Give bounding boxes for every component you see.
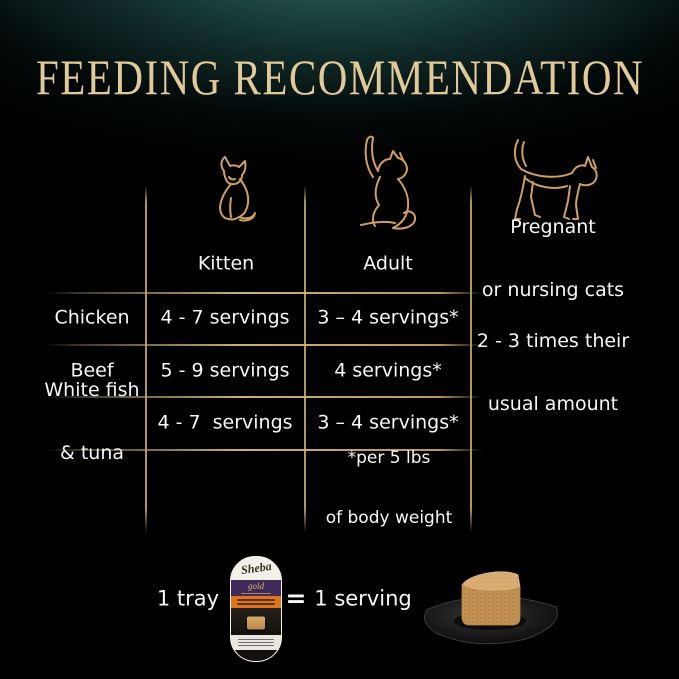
legend-tray-label: 1 tray	[156, 586, 220, 611]
cell-beef-adult: 4 servings*	[334, 359, 442, 382]
row-label-chicken: Chicken	[54, 306, 130, 329]
pregnant-cat-icon	[513, 139, 598, 220]
column-header-kitten: Kitten	[197, 252, 255, 275]
tray-product-image: Sheba gold	[230, 556, 282, 662]
row-label-beef: Beef	[70, 359, 114, 382]
equals-sign: =	[285, 583, 307, 613]
table-grid-horizontal-line-1	[46, 292, 483, 294]
table-grid-vertical-line-1	[145, 185, 147, 533]
cell-whitefish-adult: 3 – 4 servings*	[317, 411, 459, 434]
pate-cube-front	[461, 584, 521, 626]
table-grid-horizontal-line-4	[46, 449, 483, 451]
footnote: *per 5 lbs of body weight	[326, 408, 453, 568]
cell-whitefish-kitten: 4 - 7 servings	[157, 411, 293, 434]
column-header-pregnant: Pregnant or nursing cats	[482, 175, 624, 343]
sheba-logo: Sheba	[231, 557, 281, 580]
serving-plate-image	[423, 571, 558, 645]
page-title: FEEDING RECOMMENDATION	[35, 49, 645, 105]
tray-flavor-band	[231, 596, 281, 608]
tray-bottom-shadow	[231, 650, 281, 661]
cell-beef-kitten: 5 - 9 servings	[160, 359, 290, 382]
legend-serving-label: 1 serving	[314, 586, 412, 611]
cell-chicken-kitten: 4 - 7 servings	[160, 306, 290, 329]
row-label-white-fish-line1: White fish	[44, 379, 140, 401]
tray-gold-band: gold	[231, 580, 281, 596]
column-header-pregnant-line2: or nursing cats	[481, 279, 625, 301]
cell-pregnant-amount-line1: 2 - 3 times their	[476, 330, 630, 352]
table-grid-vertical-line-3	[470, 185, 472, 533]
row-label-white-fish-line2: & tuna	[59, 442, 125, 464]
footnote-line1: *per 5 lbs	[347, 448, 431, 468]
cell-pregnant-amount: 2 - 3 times their usual amount	[477, 289, 629, 457]
column-header-adult: Adult	[363, 252, 413, 275]
pate-cube-thumb	[247, 616, 265, 630]
table-grid-vertical-line-2	[304, 185, 306, 533]
table-grid-horizontal-line-2	[46, 344, 483, 346]
row-label-white-fish-tuna: White fish & tuna	[44, 338, 139, 506]
tray-info-text	[231, 635, 281, 650]
column-header-pregnant-line1: Pregnant	[510, 216, 596, 238]
cell-pregnant-amount-line2: usual amount	[487, 393, 619, 415]
kitten-cat-icon	[219, 156, 256, 222]
adult-cat-icon	[360, 135, 417, 230]
table-grid-horizontal-line-3	[46, 396, 483, 398]
cell-chicken-adult: 3 – 4 servings*	[317, 306, 459, 329]
tray-food-photo	[231, 608, 281, 635]
footnote-line2: of body weight	[325, 508, 453, 528]
